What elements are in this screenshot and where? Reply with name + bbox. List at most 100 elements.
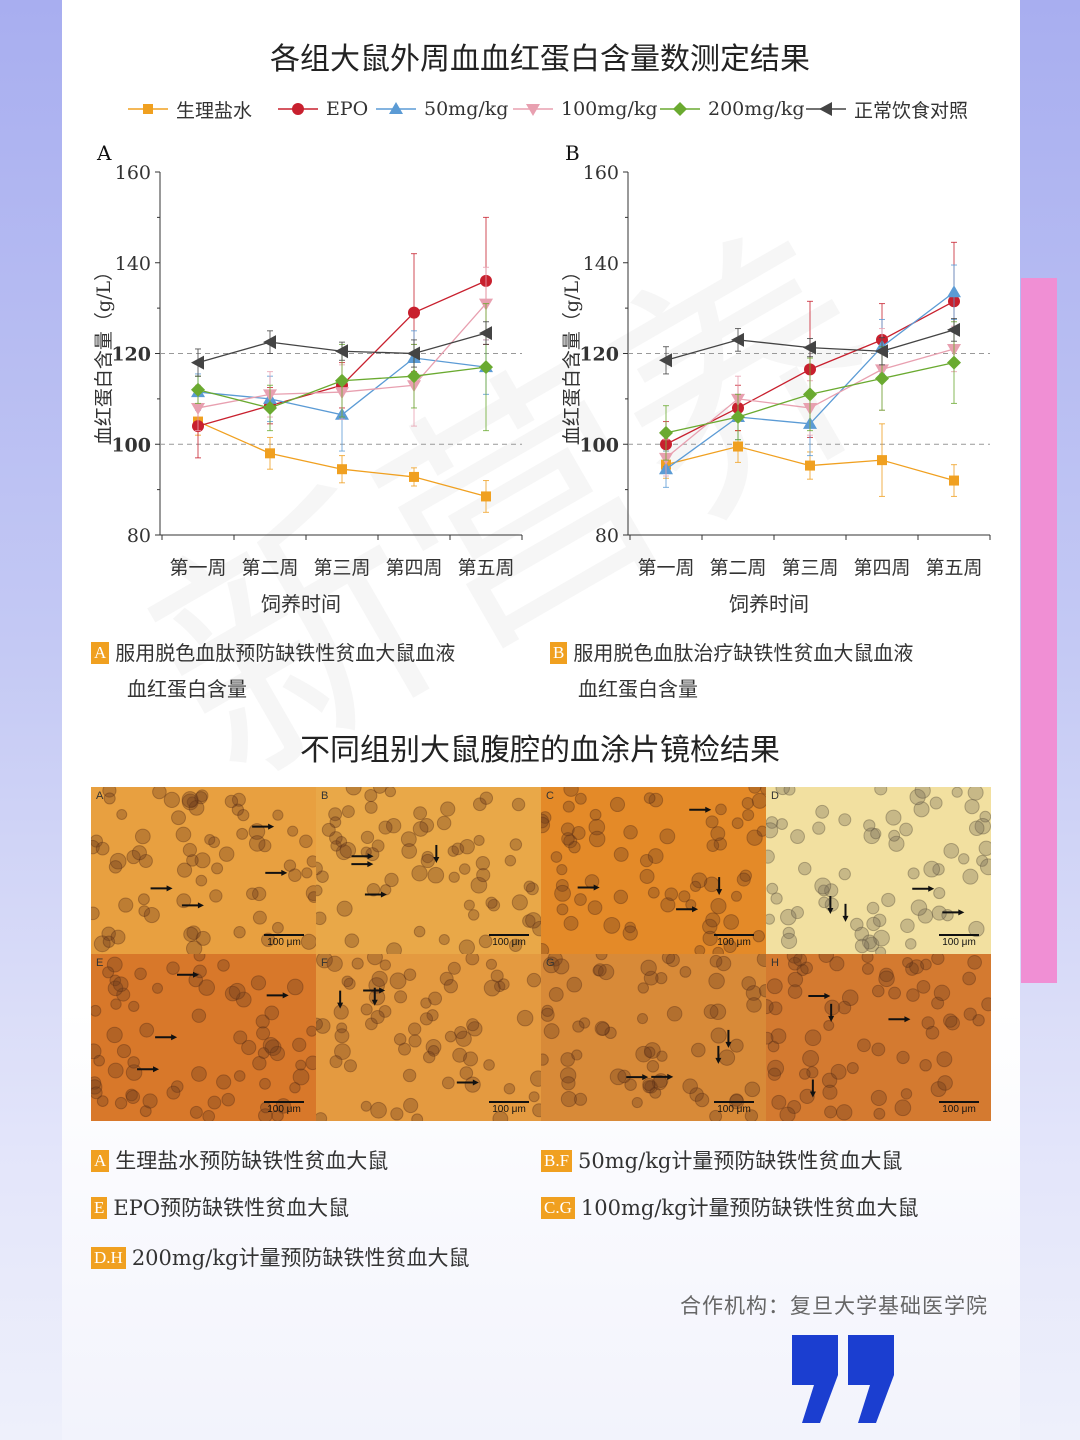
blood-cell (258, 1108, 273, 1121)
blood-cell (185, 940, 203, 954)
blood-cell (979, 810, 991, 823)
blood-cell (563, 915, 579, 931)
blood-cell (861, 962, 874, 975)
x-tick-label: 第一周 (169, 557, 226, 579)
blood-cell (562, 800, 575, 813)
blood-cell (436, 815, 452, 831)
blood-cell (466, 1018, 480, 1032)
blood-cell (428, 991, 443, 1006)
quote-mark-icon (792, 1335, 894, 1423)
blood-cell (979, 858, 991, 876)
blood-cell (93, 935, 111, 953)
blood-cell (475, 856, 491, 871)
blood-cell (110, 998, 122, 1010)
blood-cell (705, 912, 721, 928)
blood-cell (91, 1079, 103, 1095)
blood-cell (603, 916, 621, 934)
blood-cell (766, 978, 783, 995)
blood-cell (694, 1092, 710, 1108)
blood-cell (378, 820, 393, 835)
blood-cell (718, 1049, 736, 1066)
blood-cell (655, 971, 668, 985)
blood-cell (329, 1055, 343, 1069)
blood-cell (748, 787, 762, 794)
scale-bar-line (714, 1101, 754, 1103)
legend-label: 生理盐水 (176, 99, 253, 122)
data-point (659, 353, 672, 368)
blood-cell (914, 787, 931, 799)
blood-cell (802, 1050, 820, 1067)
y-tick-label: 160 (115, 162, 151, 184)
blood-cell (235, 991, 252, 1008)
blood-cell (779, 1106, 796, 1121)
data-point (337, 464, 347, 475)
blood-cell (467, 1021, 483, 1037)
blood-cell (400, 831, 417, 848)
blood-cell (306, 1025, 316, 1037)
blood-cell (326, 955, 343, 972)
blood-cell (368, 989, 386, 1006)
blood-cell (715, 955, 732, 972)
blood-cell (900, 1088, 913, 1100)
blood-cell (702, 930, 718, 947)
blood-cell (682, 1078, 698, 1095)
data-point (335, 344, 348, 359)
blood-cell (787, 1099, 802, 1115)
blood-cell (163, 791, 181, 809)
scale-bar-line (264, 934, 304, 936)
blood-cell (710, 1027, 727, 1044)
arrow-head (367, 853, 374, 860)
blood-cell (731, 817, 744, 830)
blood-cell (107, 1062, 124, 1079)
footer-credit: 合作机构：复旦大学基础医学院 (680, 1294, 988, 1318)
panel-label: H (771, 957, 779, 969)
blood-cell (972, 1013, 985, 1027)
blood-cell (198, 979, 216, 996)
y-tick-label: 80 (127, 525, 151, 547)
scale-bar-line (714, 934, 754, 936)
blood-cell (110, 929, 126, 945)
legend-text: 生理盐水预防缺铁性贫血大鼠 (115, 1149, 389, 1173)
scale-bar: 100 μm (939, 1101, 979, 1115)
blood-cell (503, 1082, 516, 1095)
blood-cell (776, 818, 788, 830)
blood-cell (102, 935, 116, 948)
blood-cell (532, 920, 541, 937)
chart-a: A 80 100 120 140 160 第一周 第二周 第三周 第四周 第五周 饲养时间 血红蛋白含量… (80, 135, 550, 629)
blood-cell (661, 954, 676, 965)
blood-cell (705, 815, 719, 829)
blood-cell (454, 1025, 468, 1040)
blood-cell (814, 877, 832, 895)
blood-cell (815, 804, 830, 819)
blood-cell (211, 862, 224, 875)
legend-label: 200mg/kg (708, 98, 805, 120)
blood-cell (907, 867, 920, 880)
scale-label: 100 μm (717, 937, 751, 948)
blood-cell (301, 867, 313, 879)
blood-cell (463, 899, 475, 911)
legend-item-control: 正常饮食对照 (806, 95, 968, 123)
blood-cell (366, 882, 381, 897)
blood-cell (412, 821, 429, 837)
blood-cell (861, 934, 877, 950)
blood-cell (287, 825, 299, 837)
scale-bar: 100 μm (489, 1101, 529, 1115)
arrow-head (827, 907, 834, 914)
blood-cell (818, 896, 830, 909)
blood-cell (595, 954, 608, 961)
blood-cell (767, 1067, 782, 1081)
blood-cell (328, 807, 343, 822)
panel-label: B (321, 790, 329, 802)
arrow-head (281, 869, 288, 876)
blood-cell (288, 868, 302, 882)
blood-cell (664, 887, 679, 901)
smear-panel-e: E 100 μm (91, 954, 316, 1121)
blood-cell (821, 1072, 838, 1089)
blood-cell (861, 954, 874, 964)
blood-cell (476, 867, 491, 883)
x-axis-label: 饲养时间 (729, 592, 809, 616)
blood-cell (741, 976, 757, 991)
blood-cell (730, 890, 742, 902)
blood-cell (316, 870, 329, 883)
blood-cell (766, 849, 775, 864)
